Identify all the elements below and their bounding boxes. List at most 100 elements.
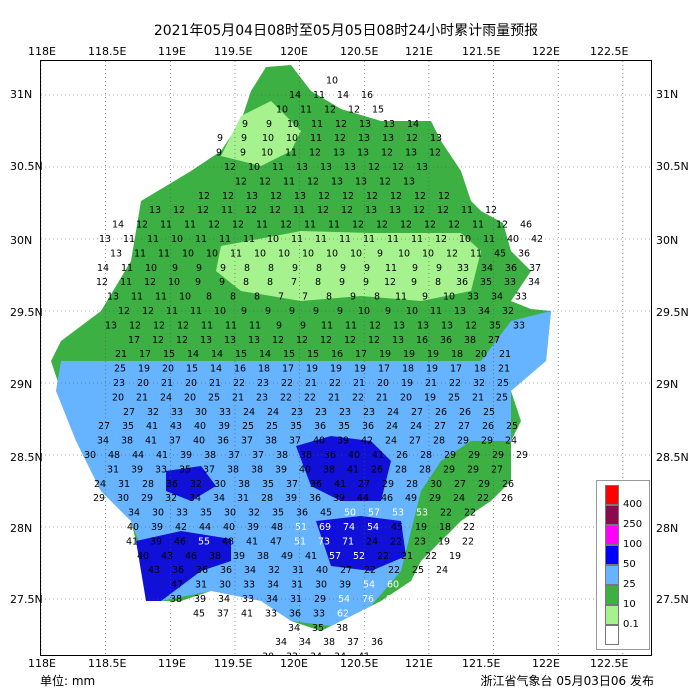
rainfall-value-label: 10 bbox=[422, 248, 434, 259]
rainfall-value-label: 31 bbox=[291, 580, 303, 591]
rainfall-value-label: 11 bbox=[339, 234, 351, 245]
legend-label: 250 bbox=[623, 519, 643, 530]
rainfall-value-label: 11 bbox=[166, 306, 178, 317]
rainfall-value-label: 25 bbox=[496, 392, 508, 403]
rainfall-value-label: 11 bbox=[249, 320, 261, 331]
rainfall-value-label: 58 bbox=[409, 608, 421, 619]
rainfall-value-label: 60 bbox=[387, 580, 399, 591]
rainfall-value-label: 62 bbox=[411, 580, 423, 591]
rainfall-value-label: 13 bbox=[99, 234, 111, 245]
rainfall-value-label: 35 bbox=[489, 320, 501, 331]
rainfall-value-label: 19 bbox=[330, 364, 342, 375]
rainfall-value-label: 80 bbox=[251, 637, 263, 648]
rainfall-value-label: 22 bbox=[304, 392, 316, 403]
rainfall-value-label: 21 bbox=[376, 392, 388, 403]
rainfall-value-label: 10 bbox=[168, 277, 180, 288]
rainfall-value-label: 38 bbox=[265, 436, 277, 447]
rainfall-value-label: 15 bbox=[372, 104, 384, 115]
rainfall-value-label: 38 bbox=[251, 464, 263, 475]
rainfall-value-label: 8 bbox=[267, 277, 273, 288]
rainfall-value-label: 30 bbox=[117, 493, 129, 504]
rainfall-value-label: 76 bbox=[362, 594, 374, 605]
rainfall-value-label: 10 bbox=[261, 148, 273, 159]
rainfall-value-label: 34 bbox=[478, 306, 490, 317]
rainfall-value-label: 33 bbox=[467, 292, 479, 303]
rainfall-value-label: 30 bbox=[214, 479, 226, 490]
rainfall-value-label: 11 bbox=[315, 234, 327, 245]
rainfall-value-label: 30 bbox=[430, 479, 442, 490]
rainfall-value-label: 27 bbox=[409, 436, 421, 447]
rainfall-value-label: 19 bbox=[354, 364, 366, 375]
rainfall-value-label: 19 bbox=[438, 536, 450, 547]
legend-label: 0.1 bbox=[623, 619, 639, 630]
rainfall-value-label: 9 bbox=[363, 277, 369, 288]
rainfall-value-label: 25 bbox=[266, 421, 278, 432]
rainfall-value-label: 12 bbox=[496, 220, 508, 231]
rainfall-value-label: 11 bbox=[321, 320, 333, 331]
rainfall-value-label: 14 bbox=[407, 119, 419, 130]
rainfall-value-label: 9 bbox=[339, 277, 345, 288]
rainfall-value-label: 9 bbox=[364, 263, 370, 274]
rainfall-value-label: 21 bbox=[209, 378, 221, 389]
rainfall-value-label: 12 bbox=[129, 320, 141, 331]
rainfall-value-label: 12 bbox=[342, 191, 354, 202]
rainfall-value-label: 9 bbox=[412, 263, 418, 274]
rainfall-value-label: 13 bbox=[320, 162, 332, 173]
rainfall-value-label: 69 bbox=[319, 522, 331, 533]
rainfall-value-label: 29 bbox=[314, 594, 326, 605]
rainfall-value-label: 45 bbox=[320, 508, 332, 519]
rainfall-value-label: 36 bbox=[172, 565, 184, 576]
rainfall-value-label: 14 bbox=[337, 90, 349, 101]
rainfall-value-label: 35 bbox=[262, 479, 274, 490]
rainfall-value-label: 12 bbox=[296, 335, 308, 346]
rainfall-value-label: 16 bbox=[416, 335, 428, 346]
y-tick-right: 28.5N bbox=[656, 451, 689, 464]
rainfall-value-label: 28 bbox=[142, 479, 154, 490]
rainfall-value-label: 16 bbox=[234, 364, 246, 375]
rainfall-value-label: 12 bbox=[152, 335, 164, 346]
rainfall-value-label: 11 bbox=[285, 148, 297, 159]
rainfall-value-label: 13 bbox=[430, 133, 442, 144]
rainfall-value-label: 11 bbox=[411, 234, 423, 245]
rainfall-value-label: 33 bbox=[504, 277, 516, 288]
rainfall-value-label: 11 bbox=[195, 234, 207, 245]
rainfall-value-label: 12 bbox=[348, 104, 360, 115]
rainfall-value-label: 14 bbox=[187, 349, 199, 360]
rainfall-value-label: 10 bbox=[262, 133, 274, 144]
legend-swatch-25 bbox=[605, 565, 619, 585]
rainfall-value-label: 24 bbox=[366, 536, 378, 547]
rainfall-value-label: 25 bbox=[497, 378, 509, 389]
rainfall-value-label: 24 bbox=[385, 436, 397, 447]
rainfall-value-label: 27 bbox=[123, 407, 135, 418]
rainfall-value-label: 48 bbox=[108, 450, 120, 461]
x-tick-top: 121.5E bbox=[462, 45, 501, 58]
rainfall-value-label: 25 bbox=[448, 392, 460, 403]
rainfall-value-label: 24 bbox=[410, 421, 422, 432]
y-tick-left: 30.5N bbox=[10, 160, 43, 173]
rainfall-value-label: 12 bbox=[437, 205, 449, 216]
heavy-rain-core-south bbox=[316, 516, 406, 571]
rainfall-value-label: 9 bbox=[216, 148, 222, 159]
rainfall-value-label: 30 bbox=[152, 508, 164, 519]
rainfall-value-label: 38 bbox=[323, 637, 335, 648]
rainfall-value-label: 9 bbox=[337, 306, 343, 317]
rainfall-value-label: 10 bbox=[398, 248, 410, 259]
rainfall-value-label: 11 bbox=[385, 263, 397, 274]
rainfall-value-label: 11 bbox=[363, 234, 375, 245]
rainfall-value-label: 35 bbox=[272, 508, 284, 519]
x-tick-bottom: 119E bbox=[158, 657, 186, 670]
rainfall-value-label: 22 bbox=[388, 565, 400, 576]
rainfall-value-label: 9 bbox=[385, 306, 391, 317]
rainfall-value-label: 12 bbox=[446, 248, 458, 259]
rainfall-value-label: 48 bbox=[222, 536, 234, 547]
rainfall-value-label: 13 bbox=[333, 148, 345, 159]
rainfall-value-label: 13 bbox=[382, 133, 394, 144]
rainfall-value-label: 53 bbox=[416, 508, 428, 519]
rainfall-value-label: 25 bbox=[412, 565, 424, 576]
rainfall-value-label: 9 bbox=[241, 133, 247, 144]
rainfall-value-label: 37 bbox=[252, 450, 264, 461]
rainfall-value-label: 8 bbox=[206, 292, 212, 303]
rainfall-value-label: 80 bbox=[386, 594, 398, 605]
rainfall-value-label: 22 bbox=[329, 378, 341, 389]
rainfall-value-label: 36 bbox=[518, 248, 530, 259]
